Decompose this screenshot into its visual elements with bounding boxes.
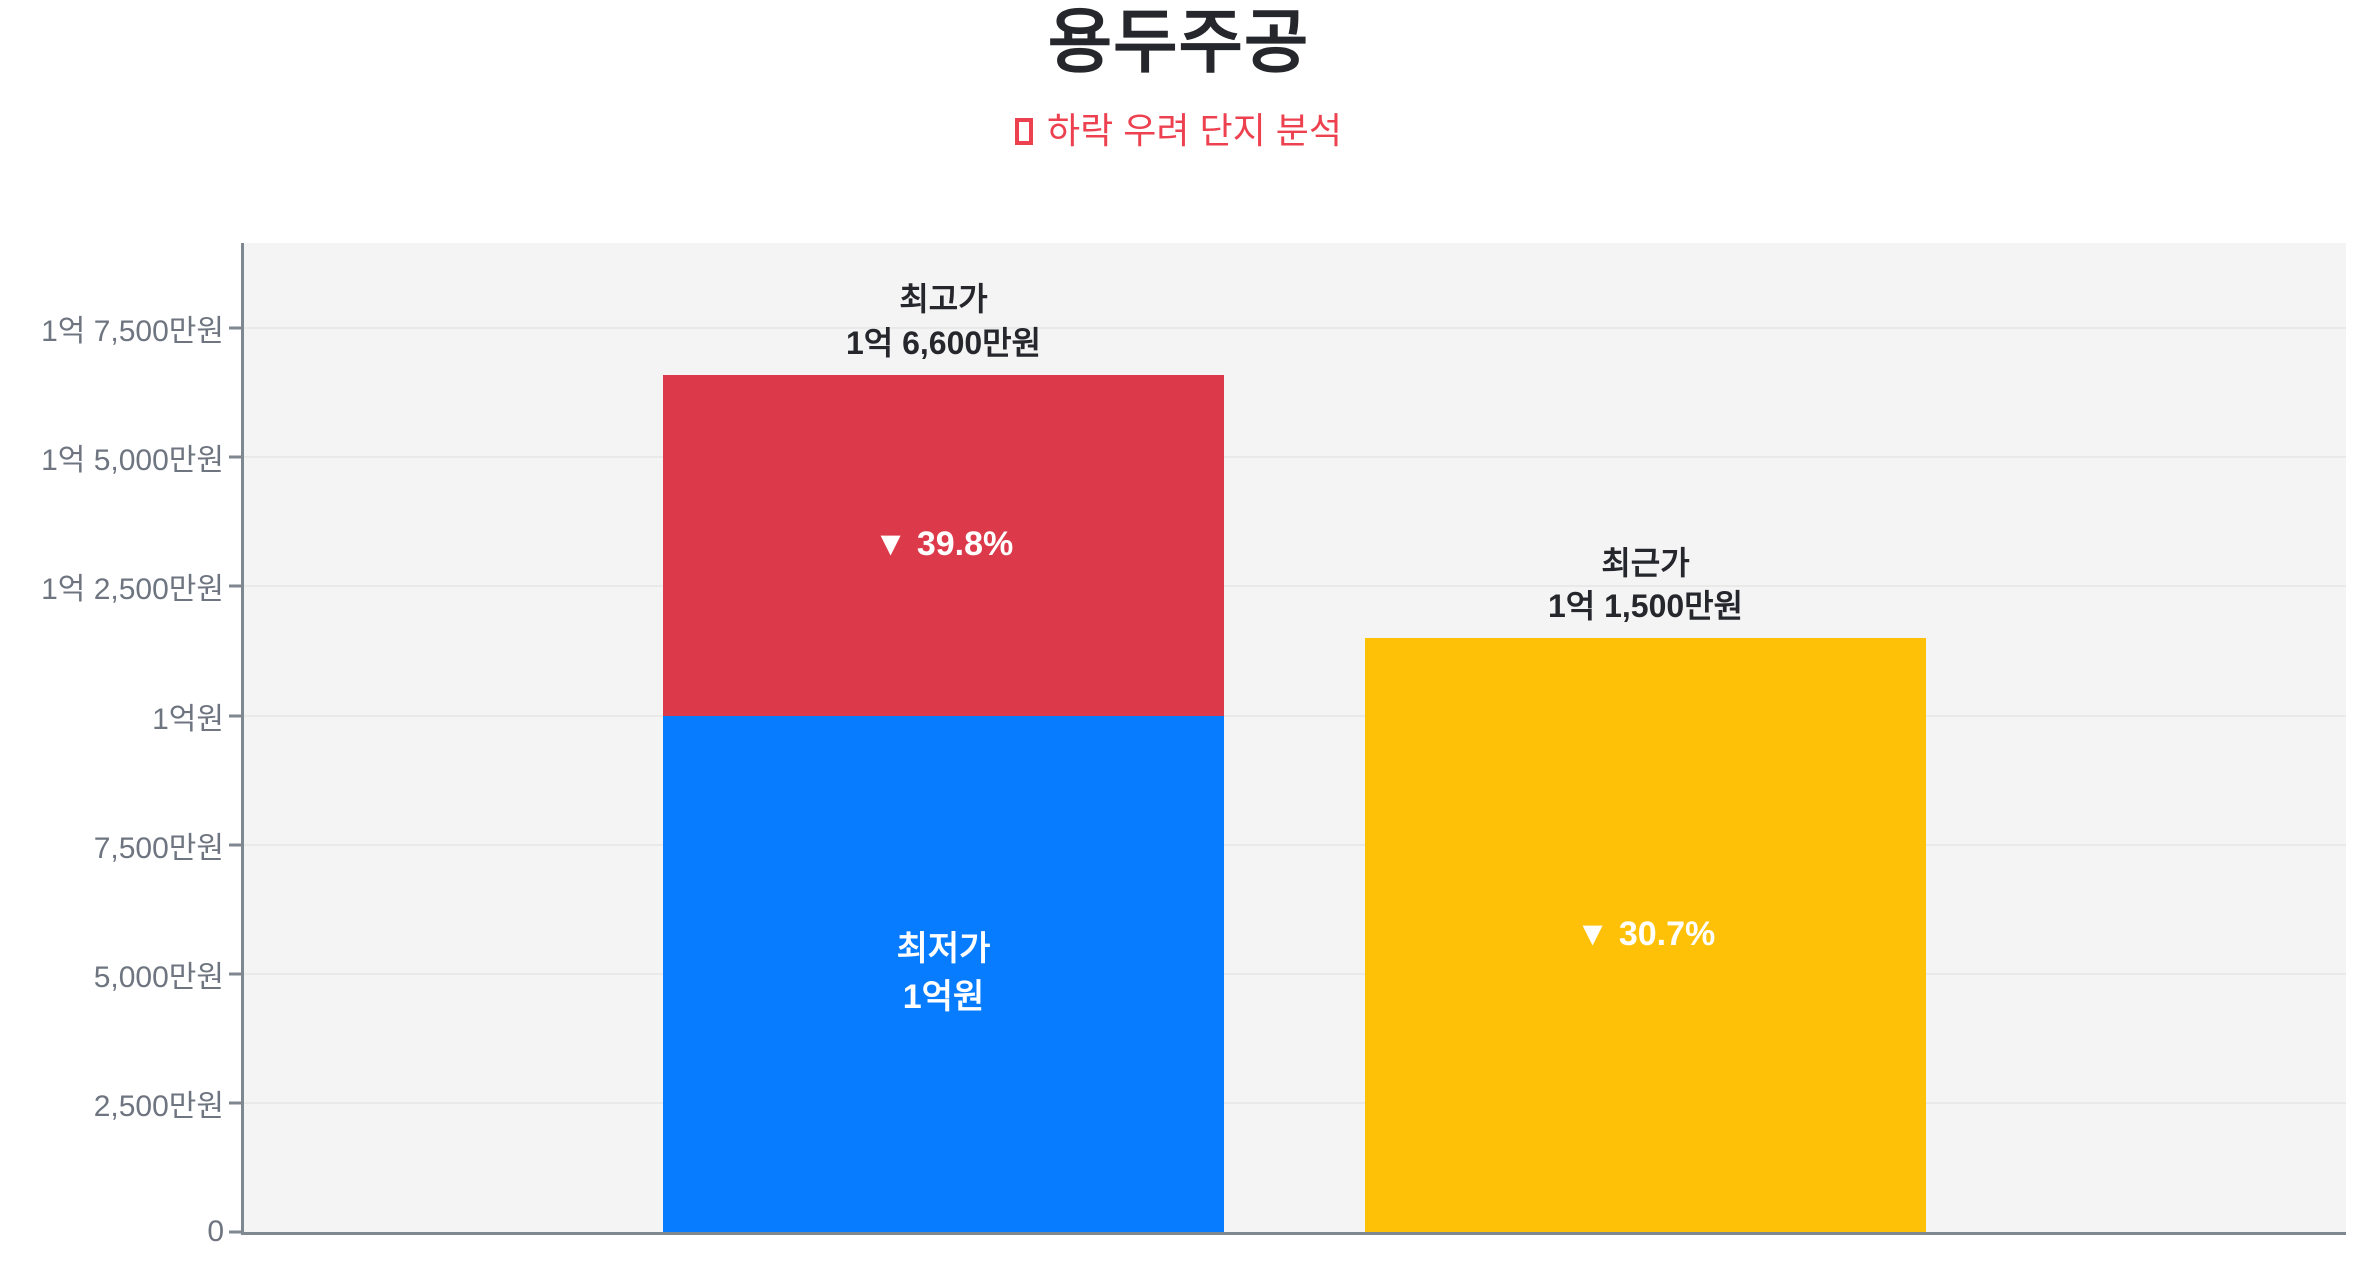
warning-square-icon: [1015, 118, 1034, 145]
grid-line: [244, 1101, 2346, 1104]
bar-top-label: 최고가 1억 6,600만원: [845, 281, 1042, 361]
y-axis-label: 7,500만원: [93, 831, 224, 865]
axis-tick: [229, 326, 241, 330]
axis-tick: [229, 714, 241, 718]
grid-line: [244, 585, 2346, 588]
segment-label: ▼ 39.8%: [873, 525, 1014, 564]
plot-area: 1억 7,500만원 1억 5,000만원 1억 2,500만원 1억원 7,500만원…: [41, 243, 2346, 1248]
axis-tick: [229, 1230, 241, 1234]
chart-title: 용두주공: [1047, 3, 1310, 81]
chart-subtitle-text: 하락 우려 단지 분석: [1047, 110, 1342, 151]
grid-line: [244, 327, 2346, 330]
segment-label: 최저가 1억원: [896, 930, 991, 1016]
y-axis-label: 0: [207, 1215, 224, 1248]
grid-line: [244, 972, 2346, 975]
recent-price-segment: ▼ 30.7%: [1365, 638, 1926, 1232]
grid-line: [244, 714, 2346, 717]
lowest-price-segment: 최저가 1억원: [663, 715, 1224, 1232]
y-axis-label: 5,000만원: [93, 960, 224, 994]
y-axis-label: 2,500만원: [93, 1089, 224, 1123]
recent-price-bar: ▼ 30.7% 최근가 1억 1,500만원: [1365, 243, 1926, 1232]
segment-label: ▼ 30.7%: [1575, 915, 1716, 954]
axis-tick: [229, 1101, 241, 1105]
y-axis-label: 1억 5,000만원: [41, 444, 224, 478]
y-axis-label: 1억 7,500만원: [41, 315, 224, 349]
axis-tick: [229, 584, 241, 588]
grid-line: [244, 456, 2346, 459]
axis-tick: [229, 972, 241, 976]
drop-range-segment: ▼ 39.8%: [663, 374, 1224, 716]
axis-tick: [229, 455, 241, 459]
highest-price-bar: 최저가 1억원 ▼ 39.8% 최고가 1억 6,600만원: [663, 243, 1224, 1232]
chart-subtitle: 하락 우려 단지 분석: [0, 108, 2357, 155]
y-axis-label: 1억원: [152, 702, 224, 736]
axis-tick: [229, 843, 241, 847]
y-axis-label: 1억 2,500만원: [41, 573, 224, 607]
grid-line: [244, 843, 2346, 846]
bar-top-label: 최근가 1억 1,500만원: [1547, 544, 1744, 624]
